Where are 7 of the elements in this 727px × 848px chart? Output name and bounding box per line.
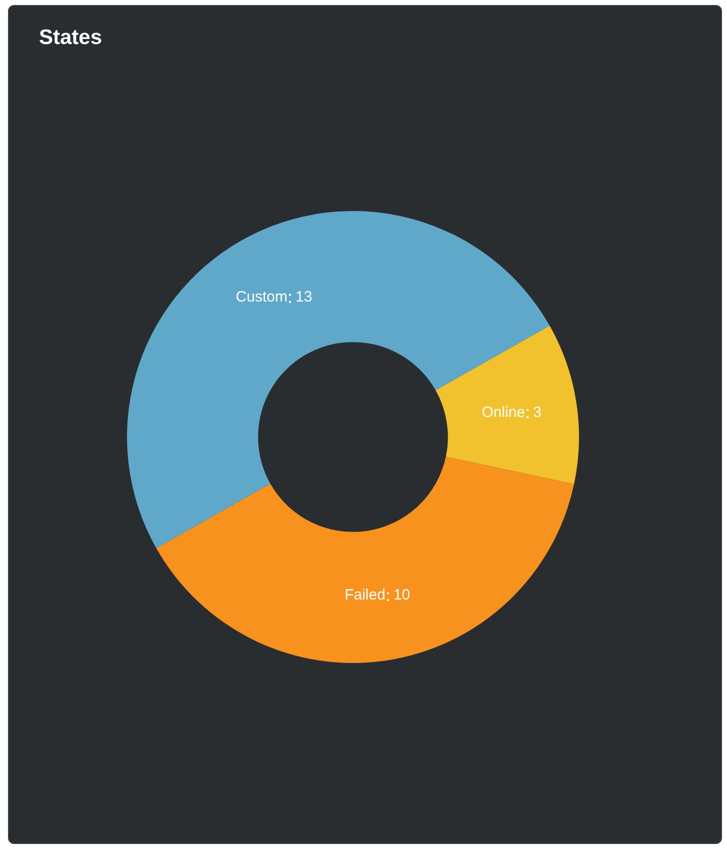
data-label: 10 [393,586,410,604]
slice-label: Custom [236,288,288,306]
data-label: 3 [533,404,542,421]
slice-label: Online [482,404,526,421]
slice-label: Failed [344,586,386,604]
data-label: 13 [295,288,312,306]
chart-title: States [39,26,102,50]
